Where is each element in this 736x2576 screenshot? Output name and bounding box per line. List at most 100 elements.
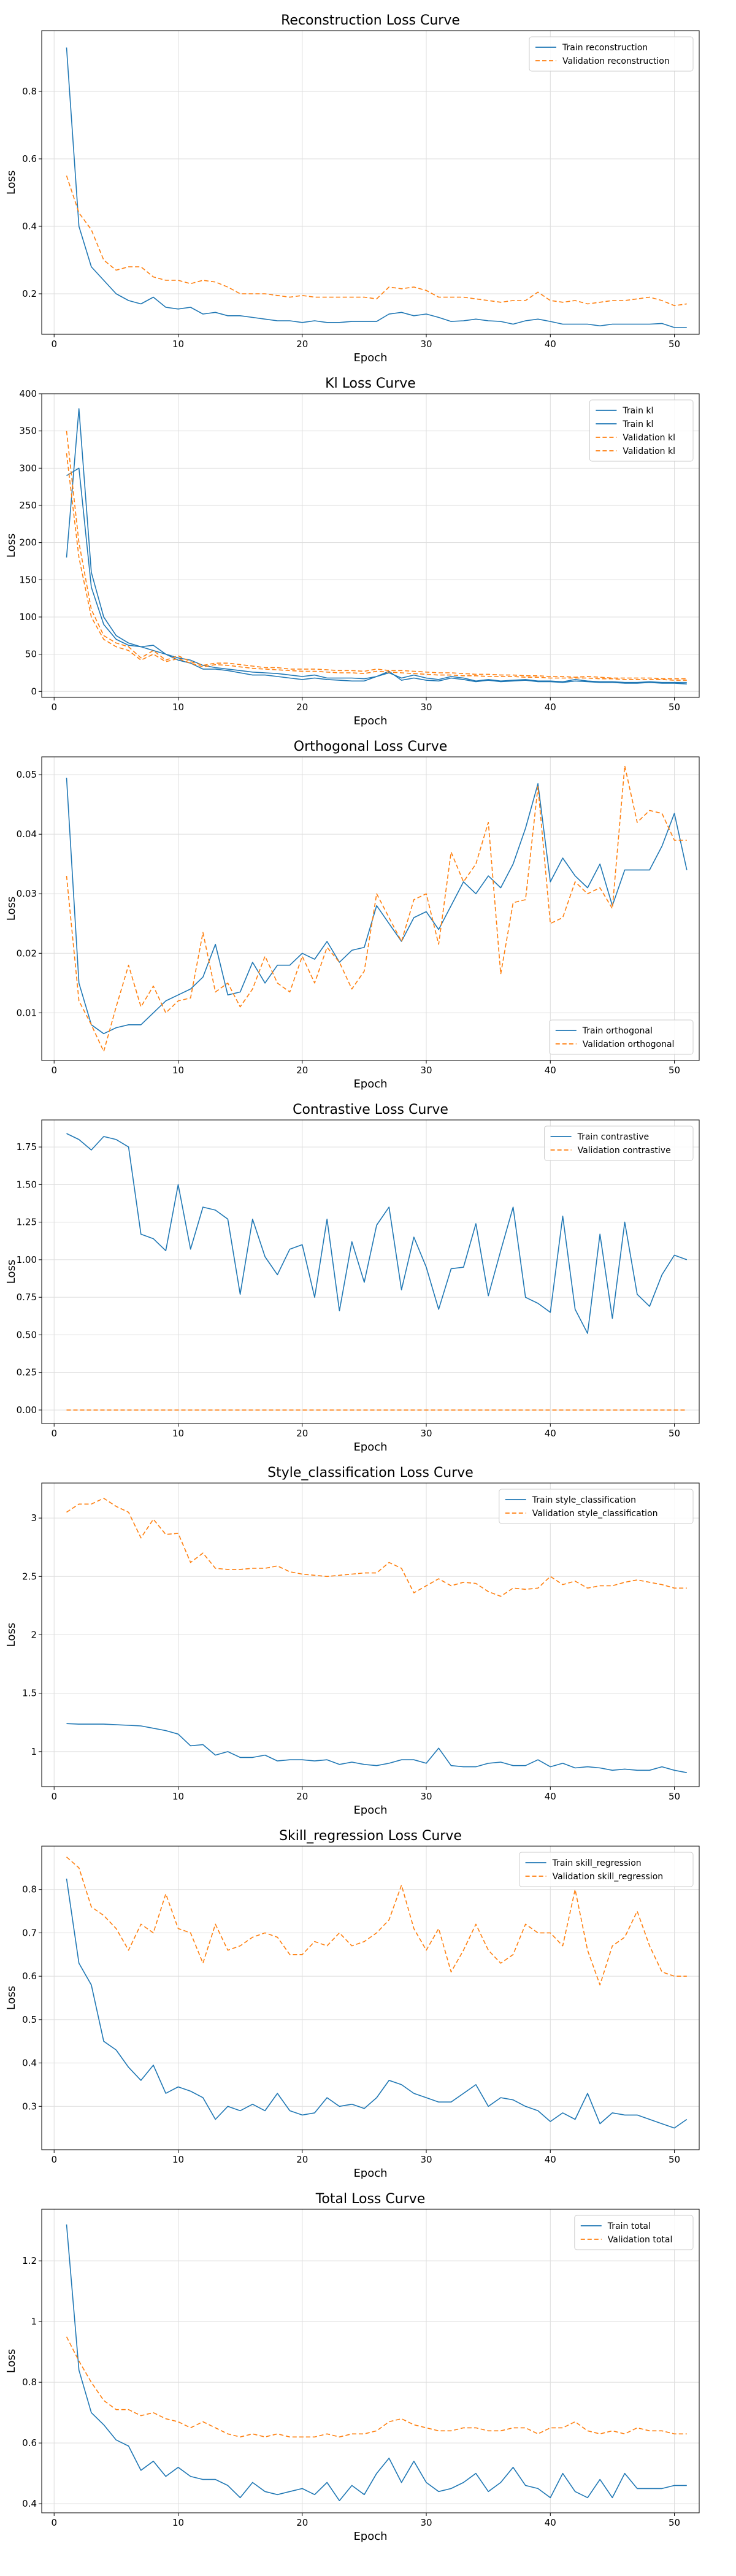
y-tick-label: 0.75 [17,1292,37,1303]
x-tick-label: 30 [420,1065,432,1076]
x-tick-label: 0 [51,1065,57,1076]
x-tick-label: 0 [51,339,57,350]
x-tick-label: 40 [545,702,556,713]
series-line-1 [66,1723,687,1773]
legend-box [574,2215,694,2250]
legend-label: Train total [607,2221,651,2231]
plot-frame [41,393,700,698]
series-line-2 [66,1498,687,1597]
legend-label: Train style_classification [532,1495,636,1505]
plot-frame [41,2209,700,2513]
y-tick-label: 0.4 [22,221,37,232]
series-line-4 [66,453,687,681]
x-tick-label: 50 [669,1791,680,1802]
x-tick-label: 40 [545,2154,556,2165]
y-tick-label: 0.7 [22,1927,37,1938]
x-tick-label: 10 [172,339,184,350]
x-tick-label: 50 [669,339,680,350]
legend-label: Train orthogonal [582,1026,653,1036]
y-tick-label: 0.02 [17,948,37,959]
chart-title: Orthogonal Loss Curve [294,739,448,754]
chart-panel-2: Kl Loss Curve 0 10 20 30 40 50 0 50 100 150 200 250 3… [5,376,700,727]
legend-label: Train skill_regression [552,1858,642,1868]
x-tick-label: 50 [669,1065,680,1076]
y-tick-label: 0.04 [17,829,37,840]
x-tick-label: 30 [420,2154,432,2165]
y-tick-label: 0.5 [22,2014,37,2025]
y-tick-label: 300 [19,462,37,473]
y-tick-label: 0.3 [22,2101,37,2112]
series-line-2 [66,1857,687,1986]
chart-title: Style_classification Loss Curve [267,1465,473,1481]
legend: Train contrastive Validation contrastive [544,1125,694,1161]
y-tick-label: 0.25 [17,1367,37,1378]
chart-title: Reconstruction Loss Curve [281,13,460,28]
legend-label: Validation kl [623,433,675,443]
y-tick-label: 0.01 [17,1007,37,1018]
x-tick-label: 50 [669,702,680,713]
x-axis-label: Epoch [353,1441,387,1454]
y-axis-label: Loss [5,2349,18,2373]
series-line-2 [66,467,687,684]
x-tick-label: 10 [172,2517,184,2528]
plot-frame [41,1846,700,2150]
x-tick-label: 20 [296,2517,308,2528]
legend-box [519,1852,694,1887]
x-tick-label: 50 [669,2517,680,2528]
chart-panel-1: Reconstruction Loss Curve 0 10 20 30 40 50 0.2 0… [5,13,700,364]
chart-panel-6: Skill_regression Loss Curve 0 10 20 30 40 50 0.… [5,1828,700,2180]
y-tick-label: 0.4 [22,2058,37,2069]
y-tick-label: 50 [25,649,37,660]
legend-label: Validation reconstruction [562,56,670,66]
legend: Train orthogonal Validation orthogonal [549,1019,694,1055]
legend-box [549,1019,694,1055]
series-line-2 [66,175,687,307]
y-tick-label: 1.25 [17,1217,37,1228]
x-tick-label: 50 [669,1428,680,1439]
x-tick-label: 40 [545,1791,556,1802]
y-axis-label: Loss [5,171,18,194]
x-tick-label: 20 [296,1791,308,1802]
y-tick-label: 1 [31,2316,37,2327]
chart-panel-3: Orthogonal Loss Curve 0 10 20 30 40 50 0.01 0.02… [5,739,700,1091]
x-tick-label: 30 [420,339,432,350]
y-tick-label: 2.5 [22,1571,37,1582]
legend-label: Validation contrastive [578,1146,671,1156]
y-tick-label: 400 [19,388,37,399]
y-tick-label: 2 [31,1630,37,1641]
y-tick-label: 0.4 [22,2498,37,2509]
series-line-1 [66,47,687,328]
plot-frame [41,1119,700,1424]
x-tick-label: 30 [420,1791,432,1802]
x-axis-label: Epoch [353,1078,387,1091]
y-tick-label: 0.05 [17,769,37,780]
y-tick-label: 0.6 [22,1971,37,1982]
x-tick-label: 40 [545,1428,556,1439]
chart-title: Skill_regression Loss Curve [279,1828,462,1844]
y-tick-label: 1.50 [17,1179,37,1190]
x-axis-label: Epoch [353,2530,387,2543]
series-line-1 [66,1133,688,1334]
chart-title: Kl Loss Curve [325,376,416,391]
legend-label: Train kl [622,420,653,429]
x-tick-label: 0 [51,2154,57,2165]
y-tick-label: 0.50 [17,1329,37,1340]
legend: Train reconstruction Validation reconstru… [529,36,694,72]
chart-title: Contrastive Loss Curve [293,1102,448,1117]
y-tick-label: 0 [31,686,37,697]
y-tick-label: 350 [19,426,37,437]
legend-box [589,399,694,462]
plot-frame [41,30,700,335]
x-tick-label: 20 [296,702,308,713]
x-tick-label: 50 [669,2154,680,2165]
y-tick-label: 0.8 [22,1884,37,1895]
x-tick-label: 10 [172,1791,184,1802]
legend-box [499,1489,694,1524]
series-line-1 [66,2224,687,2501]
y-tick-label: 0.8 [22,2377,37,2388]
y-axis-label: Loss [5,1260,18,1284]
y-tick-label: 200 [19,537,37,548]
x-axis-label: Epoch [353,1804,387,1817]
y-axis-label: Loss [5,1986,18,2010]
chart-panel-5: Style_classification Loss Curve 0 10 20 30 40… [5,1465,700,1817]
